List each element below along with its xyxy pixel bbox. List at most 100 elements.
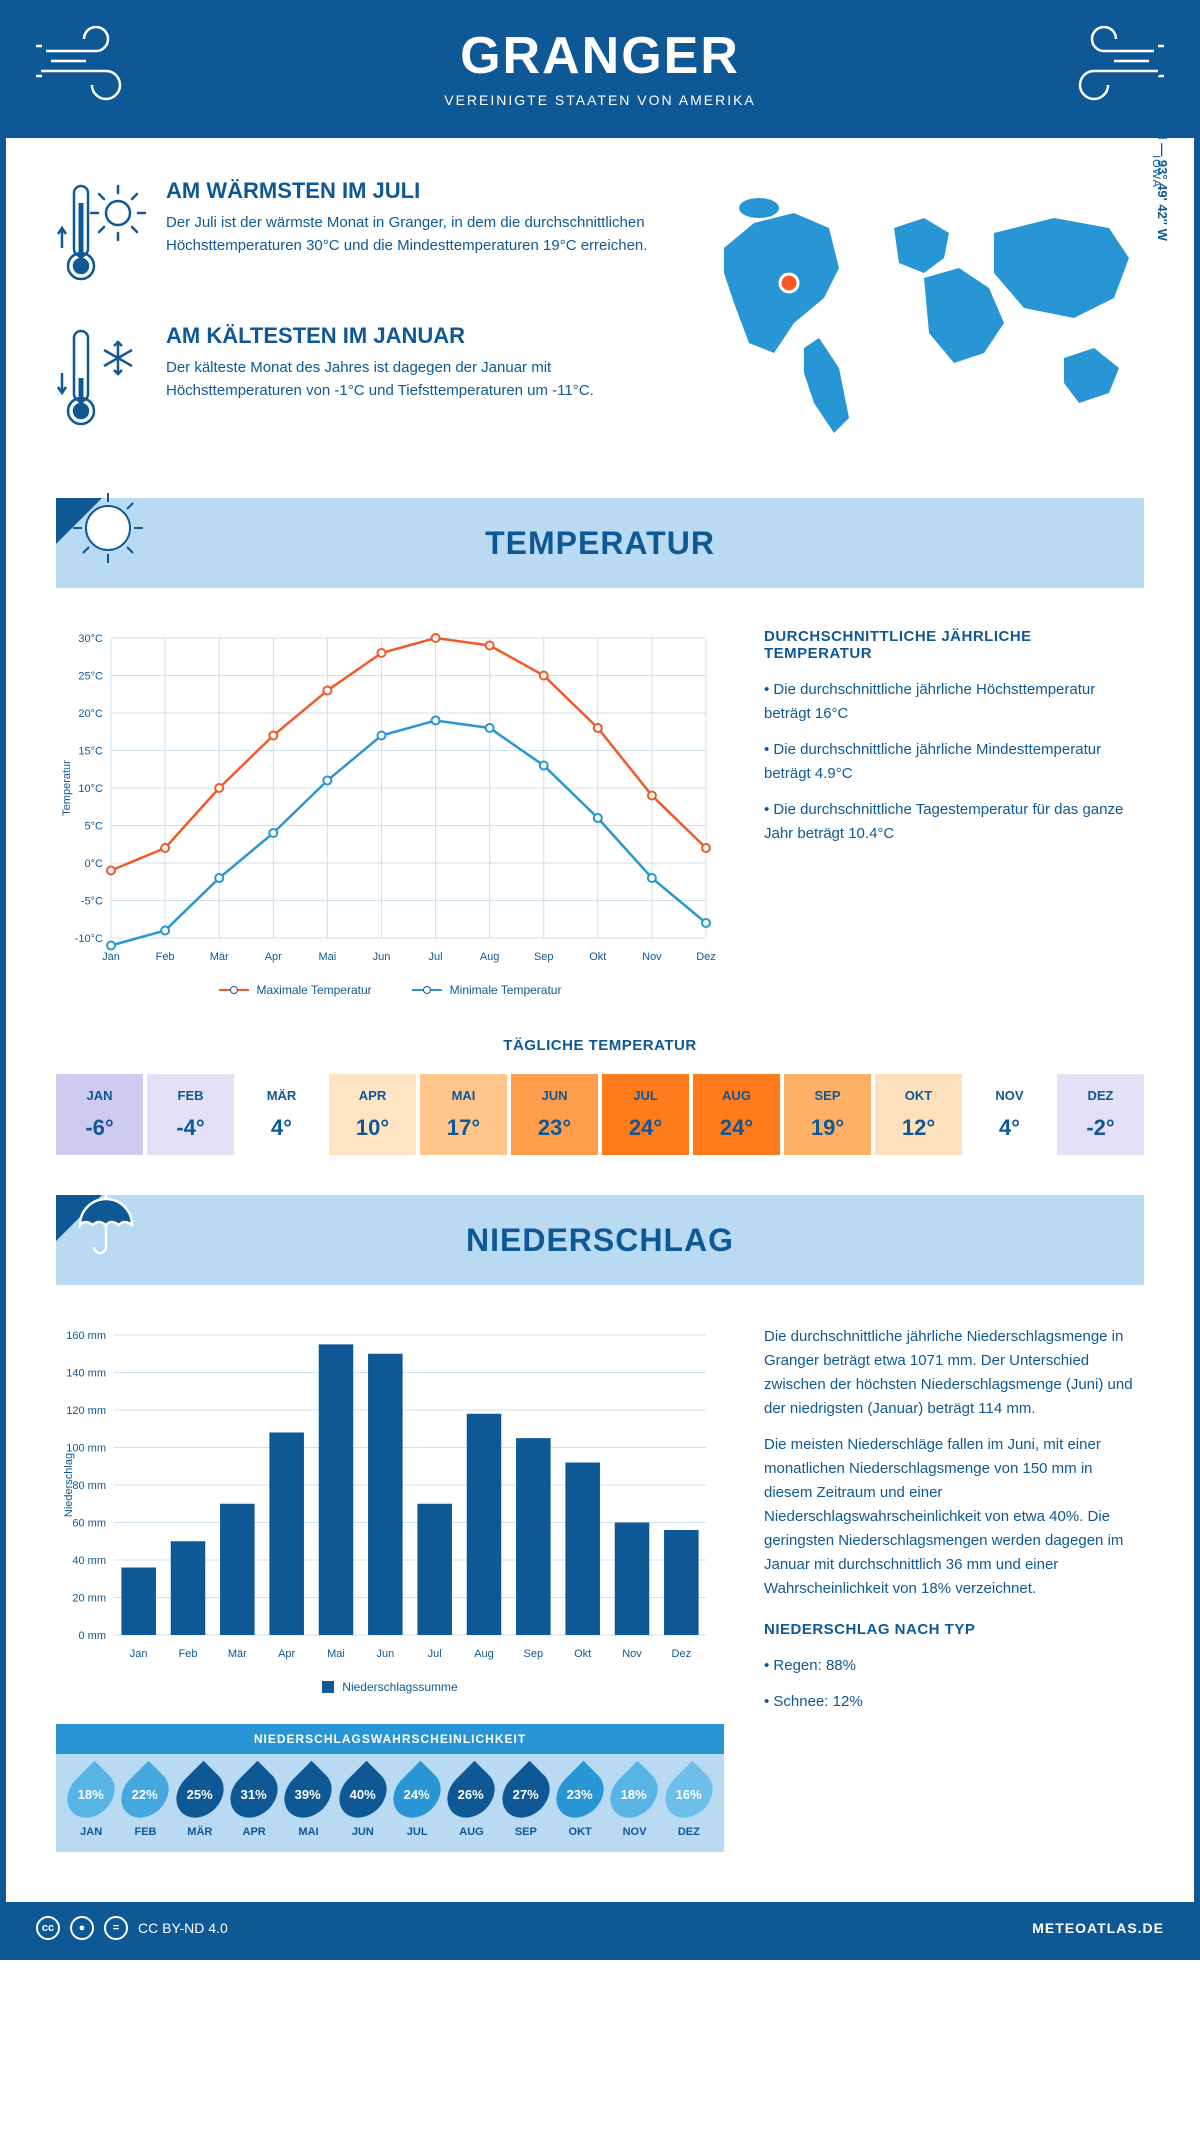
temp-cell: JAN-6°: [56, 1074, 143, 1155]
section-title-temp: TEMPERATUR: [485, 525, 715, 562]
header: GRANGER VEREINIGTE STAATEN VON AMERIKA: [6, 6, 1194, 138]
temp-cell: APR10°: [329, 1074, 416, 1155]
wind-icon: [36, 26, 146, 106]
svg-text:30°C: 30°C: [78, 633, 103, 645]
prob-drop: 25%MÄR: [175, 1768, 225, 1838]
world-map: IOWA 41° 45' 36'' N — 93° 49' 42'' W: [704, 178, 1144, 468]
wind-icon: [1054, 26, 1164, 106]
by-icon: ●: [70, 1916, 94, 1940]
temp-legend: Maximale Temperatur Minimale Temperatur: [56, 983, 724, 997]
svg-text:Nov: Nov: [642, 951, 662, 963]
prob-drop: 16%DEZ: [664, 1768, 714, 1838]
svg-text:20°C: 20°C: [78, 708, 103, 720]
thermometer-sun-icon: [56, 178, 146, 293]
temp-cell: AUG24°: [693, 1074, 780, 1155]
svg-text:-5°C: -5°C: [81, 896, 103, 908]
temp-cell: SEP19°: [784, 1074, 871, 1155]
svg-text:Temperatur: Temperatur: [61, 760, 73, 816]
precip-legend: Niederschlagssumme: [56, 1680, 724, 1694]
prob-drop: 27%SEP: [501, 1768, 551, 1838]
temp-cell: MÄR4°: [238, 1074, 325, 1155]
svg-text:Feb: Feb: [156, 951, 175, 963]
svg-text:Jun: Jun: [376, 1648, 394, 1660]
svg-text:25°C: 25°C: [78, 671, 103, 683]
temp-cell: OKT12°: [875, 1074, 962, 1155]
temperature-banner: TEMPERATUR: [56, 498, 1144, 588]
daily-temp-grid: JAN-6°FEB-4°MÄR4°APR10°MAI17°JUN23°JUL24…: [56, 1074, 1144, 1155]
svg-text:60 mm: 60 mm: [72, 1518, 106, 1530]
svg-text:120 mm: 120 mm: [66, 1405, 106, 1417]
precip-sidebar: Die durchschnittliche jährliche Niedersc…: [764, 1325, 1144, 1852]
country-subtitle: VEREINIGTE STAATEN VON AMERIKA: [6, 92, 1194, 108]
svg-text:80 mm: 80 mm: [72, 1480, 106, 1492]
svg-text:-10°C: -10°C: [75, 933, 103, 945]
temp-sidebar: DURCHSCHNITTLICHE JÄHRLICHE TEMPERATUR •…: [764, 628, 1144, 997]
warmest-text: Der Juli ist der wärmste Monat in Grange…: [166, 212, 664, 257]
license-text: CC BY-ND 4.0: [138, 1920, 228, 1936]
svg-text:Nov: Nov: [622, 1648, 642, 1660]
cc-icon: cc: [36, 1916, 60, 1940]
weather-facts: AM WÄRMSTEN IM JULI Der Juli ist der wär…: [56, 178, 664, 468]
svg-text:Mär: Mär: [210, 951, 229, 963]
precip-probability: NIEDERSCHLAGSWAHRSCHEINLICHKEIT 18%JAN22…: [56, 1724, 724, 1852]
section-title-precip: NIEDERSCHLAG: [466, 1222, 734, 1259]
svg-text:Jun: Jun: [373, 951, 391, 963]
svg-text:140 mm: 140 mm: [66, 1368, 106, 1380]
svg-text:Sep: Sep: [534, 951, 554, 963]
svg-text:Okt: Okt: [589, 951, 606, 963]
svg-text:40 mm: 40 mm: [72, 1555, 106, 1567]
svg-text:100 mm: 100 mm: [66, 1443, 106, 1455]
prob-drop: 22%FEB: [120, 1768, 170, 1838]
svg-text:Apr: Apr: [265, 951, 282, 963]
temp-cell: JUN23°: [511, 1074, 598, 1155]
svg-text:Sep: Sep: [524, 1648, 544, 1660]
coldest-title: AM KÄLTESTEN IM JANUAR: [166, 323, 664, 349]
prob-drop: 39%MAI: [283, 1768, 333, 1838]
prob-drop: 26%AUG: [446, 1768, 496, 1838]
svg-text:Apr: Apr: [278, 1648, 295, 1660]
svg-text:Mär: Mär: [228, 1648, 247, 1660]
prob-drop: 31%APR: [229, 1768, 279, 1838]
svg-text:Jul: Jul: [428, 1648, 442, 1660]
svg-text:Mai: Mai: [318, 951, 336, 963]
svg-text:Okt: Okt: [574, 1648, 591, 1660]
svg-text:5°C: 5°C: [85, 821, 104, 833]
svg-text:Mai: Mai: [327, 1648, 345, 1660]
svg-text:0 mm: 0 mm: [79, 1630, 107, 1642]
warmest-title: AM WÄRMSTEN IM JULI: [166, 178, 664, 204]
svg-text:0°C: 0°C: [85, 858, 104, 870]
svg-text:Feb: Feb: [179, 1648, 198, 1660]
svg-text:Aug: Aug: [474, 1648, 494, 1660]
prob-drop: 18%JAN: [66, 1768, 116, 1838]
svg-text:Jan: Jan: [130, 1648, 148, 1660]
svg-text:Dez: Dez: [696, 951, 716, 963]
temp-cell: JUL24°: [602, 1074, 689, 1155]
footer: cc ● = CC BY-ND 4.0 METEOATLAS.DE: [6, 1902, 1194, 1954]
prob-drop: 23%OKT: [555, 1768, 605, 1838]
temp-cell: NOV4°: [966, 1074, 1053, 1155]
coordinates: 41° 45' 36'' N — 93° 49' 42'' W: [1155, 62, 1170, 241]
prob-drop: 18%NOV: [609, 1768, 659, 1838]
coldest-text: Der kälteste Monat des Jahres ist dagege…: [166, 357, 664, 402]
temp-cell: DEZ-2°: [1057, 1074, 1144, 1155]
svg-text:Dez: Dez: [672, 1648, 692, 1660]
precip-bar-chart: 0 mm 20 mm 40 mm 60 mm 80 mm 100 mm 120 mm 140 …: [56, 1325, 724, 1694]
thermometer-snow-icon: [56, 323, 146, 438]
city-title: GRANGER: [6, 26, 1194, 86]
site-name: METEOATLAS.DE: [1032, 1920, 1164, 1936]
svg-text:10°C: 10°C: [78, 783, 103, 795]
svg-text:Aug: Aug: [480, 951, 500, 963]
svg-text:20 mm: 20 mm: [72, 1593, 106, 1605]
umbrella-icon: [68, 1185, 143, 1260]
prob-drop: 40%JUN: [338, 1768, 388, 1838]
svg-text:Jul: Jul: [429, 951, 443, 963]
svg-text:15°C: 15°C: [78, 746, 103, 758]
svg-text:Niederschlag: Niederschlag: [63, 1453, 75, 1517]
daily-temp-title: TÄGLICHE TEMPERATUR: [56, 1037, 1144, 1054]
temp-cell: MAI17°: [420, 1074, 507, 1155]
svg-text:160 mm: 160 mm: [66, 1330, 106, 1342]
temp-line-chart: -10°C-5°C0°C5°C10°C15°C20°C25°C30°CJanFe…: [56, 628, 724, 997]
temp-cell: FEB-4°: [147, 1074, 234, 1155]
prob-drop: 24%JUL: [392, 1768, 442, 1838]
precipitation-banner: NIEDERSCHLAG: [56, 1195, 1144, 1285]
